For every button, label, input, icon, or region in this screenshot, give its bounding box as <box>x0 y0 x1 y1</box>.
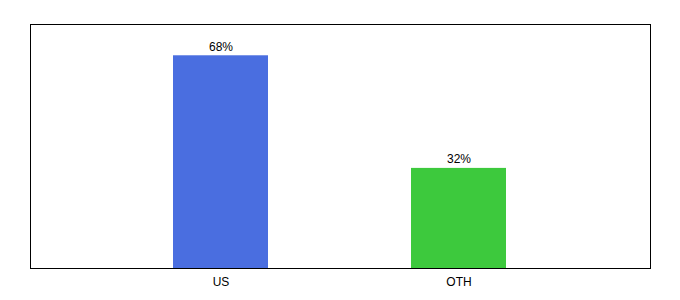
svg-text:OTH: OTH <box>446 275 471 289</box>
svg-text:32%: 32% <box>447 152 471 166</box>
svg-text:US: US <box>213 275 230 289</box>
svg-text:68%: 68% <box>209 40 233 54</box>
